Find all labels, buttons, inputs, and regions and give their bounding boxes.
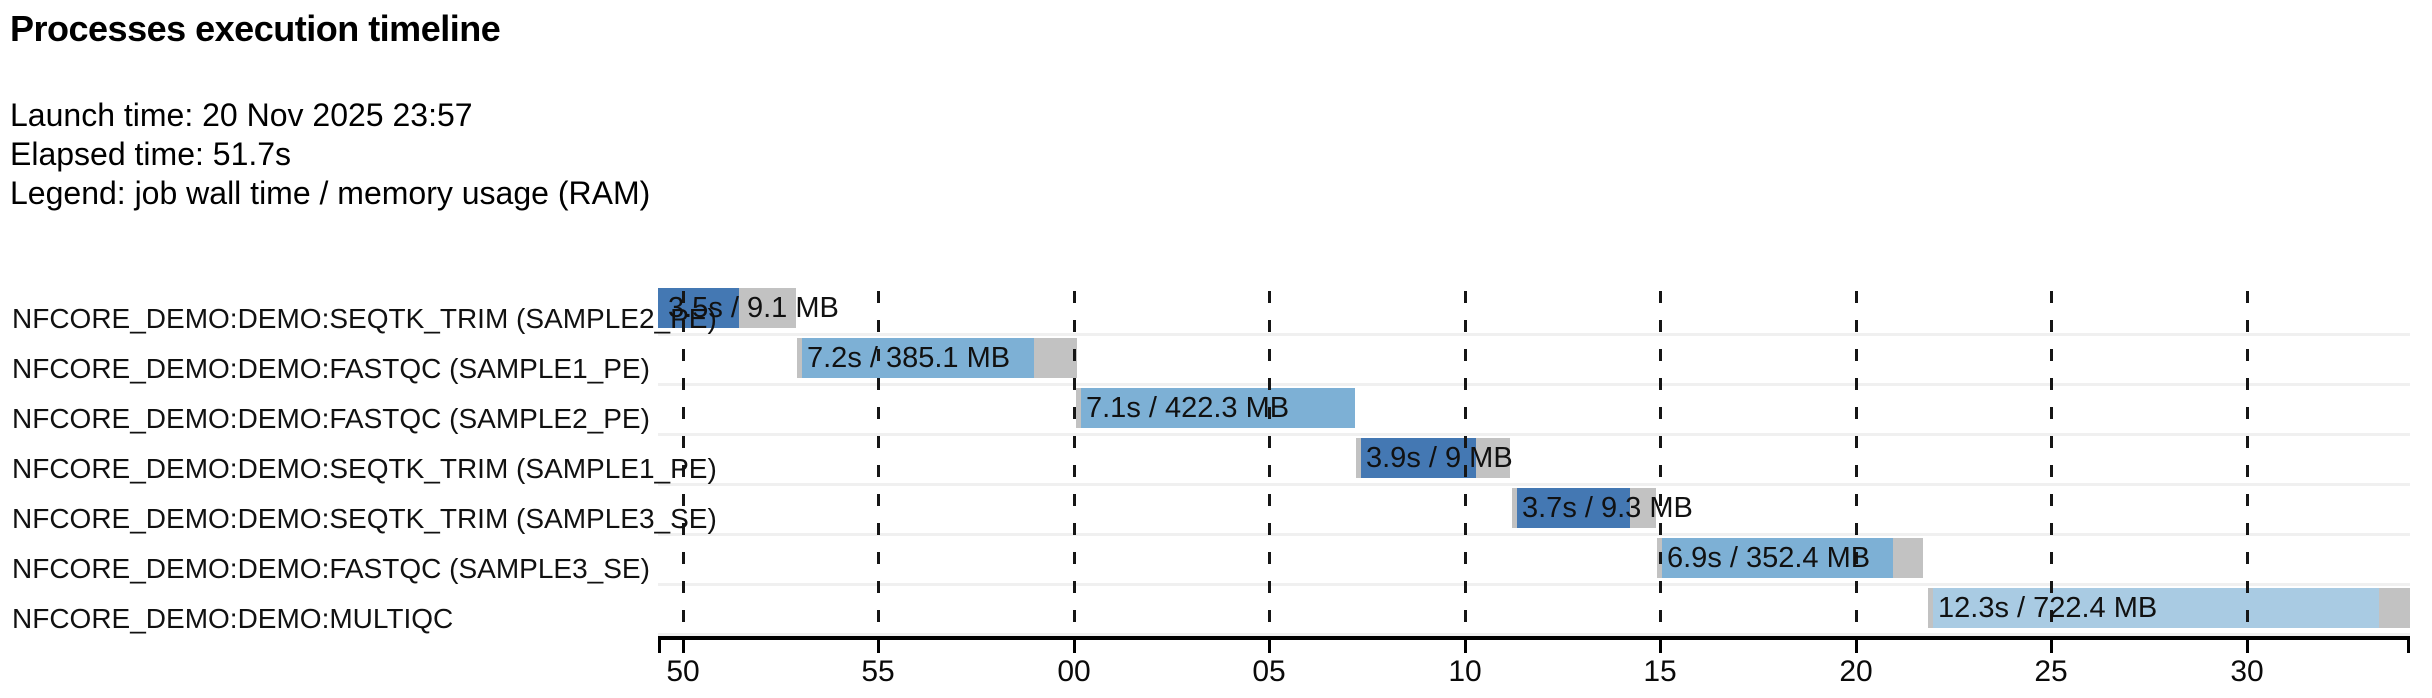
axis-tick-label: 30: [2230, 655, 2264, 688]
axis-tick: [1855, 640, 1858, 653]
axis-tick-label: 15: [1643, 655, 1677, 688]
axis-tick-label: 20: [1839, 655, 1873, 688]
axis-end-tick: [2407, 636, 2410, 653]
task-bar-label: 7.1s / 422.3 MB: [1086, 392, 1290, 424]
row-separator: [658, 483, 2410, 486]
elapsed-time-line: Elapsed time: 51.7s: [10, 136, 292, 172]
task-bar: [658, 288, 739, 328]
axis-tick: [2246, 640, 2249, 653]
row-separator: [658, 533, 2410, 536]
task-bar: [1933, 588, 2379, 628]
process-label: NFCORE_DEMO:DEMO:MULTIQC: [12, 603, 454, 634]
row-separator: [658, 333, 2410, 336]
axis-tick-label: 25: [2034, 655, 2068, 688]
gridline: [2246, 291, 2249, 636]
row-separator: [658, 433, 2410, 436]
gridline: [2050, 291, 2053, 636]
task-bar: [1361, 438, 1476, 478]
gridline: [1464, 291, 1467, 636]
axis-tick: [682, 640, 685, 653]
axis-end-tick: [658, 636, 661, 653]
task-bar-label: 7.2s / 385.1 MB: [807, 342, 1011, 374]
process-label: NFCORE_DEMO:DEMO:FASTQC (SAMPLE3_SE): [12, 553, 650, 584]
report-meta: Launch time: 20 Nov 2025 23:57 Elapsed t…: [10, 96, 650, 213]
task-bar: [1517, 488, 1630, 528]
row-separator: [658, 383, 2410, 386]
axis-tick: [1268, 640, 1271, 653]
gridline: [1855, 291, 1858, 636]
task-bar-label: 6.9s / 352.4 MB: [1667, 542, 1871, 574]
gridline: [1659, 291, 1662, 636]
axis-tick: [2050, 640, 2053, 653]
gridline: [1073, 291, 1076, 636]
axis-tick: [877, 640, 880, 653]
process-label: NFCORE_DEMO:DEMO:SEQTK_TRIM (SAMPLE1_PE): [12, 453, 717, 484]
process-label: NFCORE_DEMO:DEMO:FASTQC (SAMPLE1_PE): [12, 353, 650, 384]
axis-tick-label: 05: [1252, 655, 1286, 688]
task-bar-label: 3.5s / 9.1 MB: [668, 292, 839, 324]
row-separator: [658, 633, 2410, 636]
x-axis-line: [658, 636, 2410, 640]
axis-tick-label: 50: [666, 655, 700, 688]
task-bar-label: 12.3s / 722.4 MB: [1938, 592, 2158, 624]
gridline: [1268, 291, 1271, 636]
axis-tick-label: 10: [1448, 655, 1482, 688]
page-title: Processes execution timeline: [10, 8, 501, 49]
gridline: [682, 291, 685, 636]
task-bar: [1662, 538, 1893, 578]
task-bar-label: 3.7s / 9.3 MB: [1522, 492, 1693, 524]
task-bar: [1081, 388, 1355, 428]
axis-tick-label: 55: [861, 655, 895, 688]
process-label: NFCORE_DEMO:DEMO:SEQTK_TRIM (SAMPLE2_PE): [12, 303, 717, 334]
process-label: NFCORE_DEMO:DEMO:FASTQC (SAMPLE2_PE): [12, 403, 650, 434]
launch-time-line: Launch time: 20 Nov 2025 23:57: [10, 97, 473, 133]
legend-line: Legend: job wall time / memory usage (RA…: [10, 175, 651, 211]
axis-tick: [1464, 640, 1467, 653]
process-label: NFCORE_DEMO:DEMO:SEQTK_TRIM (SAMPLE3_SE): [12, 503, 717, 534]
gridline: [877, 291, 880, 636]
row-separator: [658, 583, 2410, 586]
axis-tick-label: 00: [1057, 655, 1091, 688]
axis-tick: [1659, 640, 1662, 653]
task-bar: [802, 338, 1034, 378]
axis-tick: [1073, 640, 1076, 653]
task-bar-label: 3.9s / 9 MB: [1366, 442, 1513, 474]
